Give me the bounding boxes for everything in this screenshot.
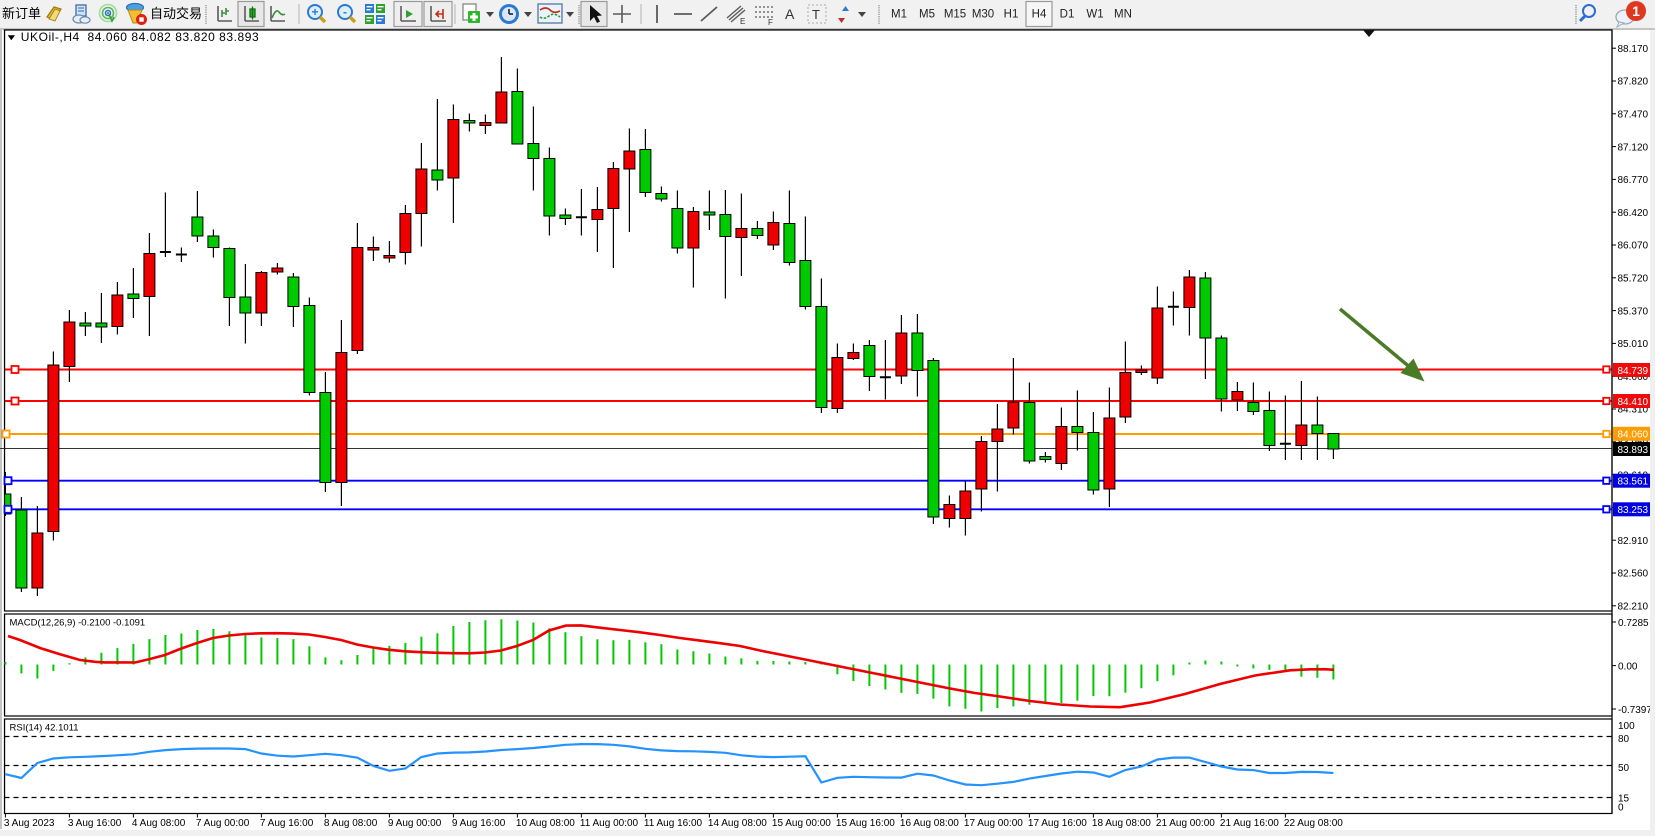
- svg-text:T: T: [812, 7, 820, 22]
- svg-text:80: 80: [1618, 734, 1630, 745]
- svg-text:D1: D1: [1060, 9, 1075, 21]
- svg-text:83.253: 83.253: [1618, 505, 1649, 516]
- svg-text:17 Aug 16:00: 17 Aug 16:00: [1028, 818, 1087, 829]
- svg-text:88.170: 88.170: [1618, 44, 1649, 55]
- svg-text:7 Aug 16:00: 7 Aug 16:00: [260, 818, 314, 829]
- svg-text:16 Aug 08:00: 16 Aug 08:00: [900, 818, 959, 829]
- svg-text:MACD(12,26,9) -0.2100 -0.1091: MACD(12,26,9) -0.2100 -0.1091: [10, 618, 146, 629]
- svg-text:+: +: [311, 5, 318, 19]
- svg-text:F: F: [768, 18, 773, 27]
- svg-text:7 Aug 00:00: 7 Aug 00:00: [196, 818, 250, 829]
- svg-text:H1: H1: [1004, 9, 1019, 21]
- svg-text:UKOil-,H4 84.060 84.082 83.82: UKOil-,H4 84.060 84.082 83.820 83.893: [21, 30, 259, 44]
- svg-text:87.470: 87.470: [1618, 110, 1649, 121]
- svg-text:82.910: 82.910: [1618, 536, 1649, 547]
- svg-text:E: E: [740, 17, 745, 26]
- svg-text:3 Aug 16:00: 3 Aug 16:00: [68, 818, 122, 829]
- svg-text:M1: M1: [891, 9, 907, 21]
- svg-text:83.561: 83.561: [1618, 477, 1649, 488]
- svg-text:W1: W1: [1086, 9, 1103, 21]
- svg-text:A: A: [785, 6, 795, 22]
- svg-text:50: 50: [1618, 763, 1630, 774]
- svg-text:84.060: 84.060: [1618, 430, 1649, 441]
- svg-text:86.420: 86.420: [1618, 208, 1649, 219]
- svg-text:RSI(14) 42.1011: RSI(14) 42.1011: [10, 723, 79, 734]
- svg-text:M15: M15: [944, 9, 966, 21]
- svg-text:9 Aug 16:00: 9 Aug 16:00: [452, 818, 506, 829]
- svg-text:87.120: 87.120: [1618, 142, 1649, 153]
- svg-text:11 Aug 16:00: 11 Aug 16:00: [644, 818, 703, 829]
- svg-text:-: -: [343, 5, 347, 19]
- svg-text:17 Aug 00:00: 17 Aug 00:00: [964, 818, 1023, 829]
- svg-text:0: 0: [1618, 802, 1624, 813]
- svg-text:15 Aug 00:00: 15 Aug 00:00: [772, 818, 831, 829]
- svg-text:-0.7397: -0.7397: [1618, 705, 1652, 716]
- svg-text:21 Aug 00:00: 21 Aug 00:00: [1156, 818, 1215, 829]
- svg-text:86.770: 86.770: [1618, 175, 1649, 186]
- svg-text:4 Aug 08:00: 4 Aug 08:00: [132, 818, 186, 829]
- svg-text:自动交易: 自动交易: [150, 6, 202, 21]
- svg-text:87.820: 87.820: [1618, 77, 1649, 88]
- svg-text:M5: M5: [919, 9, 935, 21]
- svg-text:10 Aug 08:00: 10 Aug 08:00: [516, 818, 575, 829]
- svg-text:83.893: 83.893: [1618, 445, 1649, 456]
- svg-text:MN: MN: [1114, 9, 1132, 21]
- svg-text:82.560: 82.560: [1618, 569, 1649, 580]
- svg-text:1: 1: [1632, 3, 1640, 19]
- svg-text:9 Aug 00:00: 9 Aug 00:00: [388, 818, 442, 829]
- svg-text:22 Aug 08:00: 22 Aug 08:00: [1284, 818, 1343, 829]
- svg-text:0.7285: 0.7285: [1618, 618, 1649, 629]
- svg-text:85.010: 85.010: [1618, 339, 1649, 350]
- svg-text:85.720: 85.720: [1618, 274, 1649, 285]
- svg-text:100: 100: [1618, 721, 1635, 732]
- svg-text:21 Aug 16:00: 21 Aug 16:00: [1220, 818, 1279, 829]
- svg-text:15 Aug 16:00: 15 Aug 16:00: [836, 818, 895, 829]
- svg-text:3 Aug 2023: 3 Aug 2023: [4, 818, 55, 829]
- svg-text:11 Aug 00:00: 11 Aug 00:00: [580, 818, 639, 829]
- svg-text:82.210: 82.210: [1618, 602, 1649, 613]
- svg-text:15: 15: [1618, 794, 1630, 805]
- svg-text:18 Aug 08:00: 18 Aug 08:00: [1092, 818, 1151, 829]
- svg-text:新订单: 新订单: [2, 6, 41, 21]
- svg-text:M30: M30: [972, 9, 994, 21]
- svg-text:0.00: 0.00: [1618, 661, 1638, 672]
- svg-text:8 Aug 08:00: 8 Aug 08:00: [324, 818, 378, 829]
- svg-text:H4: H4: [1032, 9, 1047, 21]
- svg-text:14 Aug 08:00: 14 Aug 08:00: [708, 818, 767, 829]
- svg-text:84.739: 84.739: [1618, 366, 1649, 377]
- svg-text:84.410: 84.410: [1618, 397, 1649, 408]
- svg-text:84.310: 84.310: [1618, 405, 1649, 416]
- svg-text:86.070: 86.070: [1618, 241, 1649, 252]
- svg-text:84.660: 84.660: [1618, 372, 1649, 383]
- svg-text:85.370: 85.370: [1618, 306, 1649, 317]
